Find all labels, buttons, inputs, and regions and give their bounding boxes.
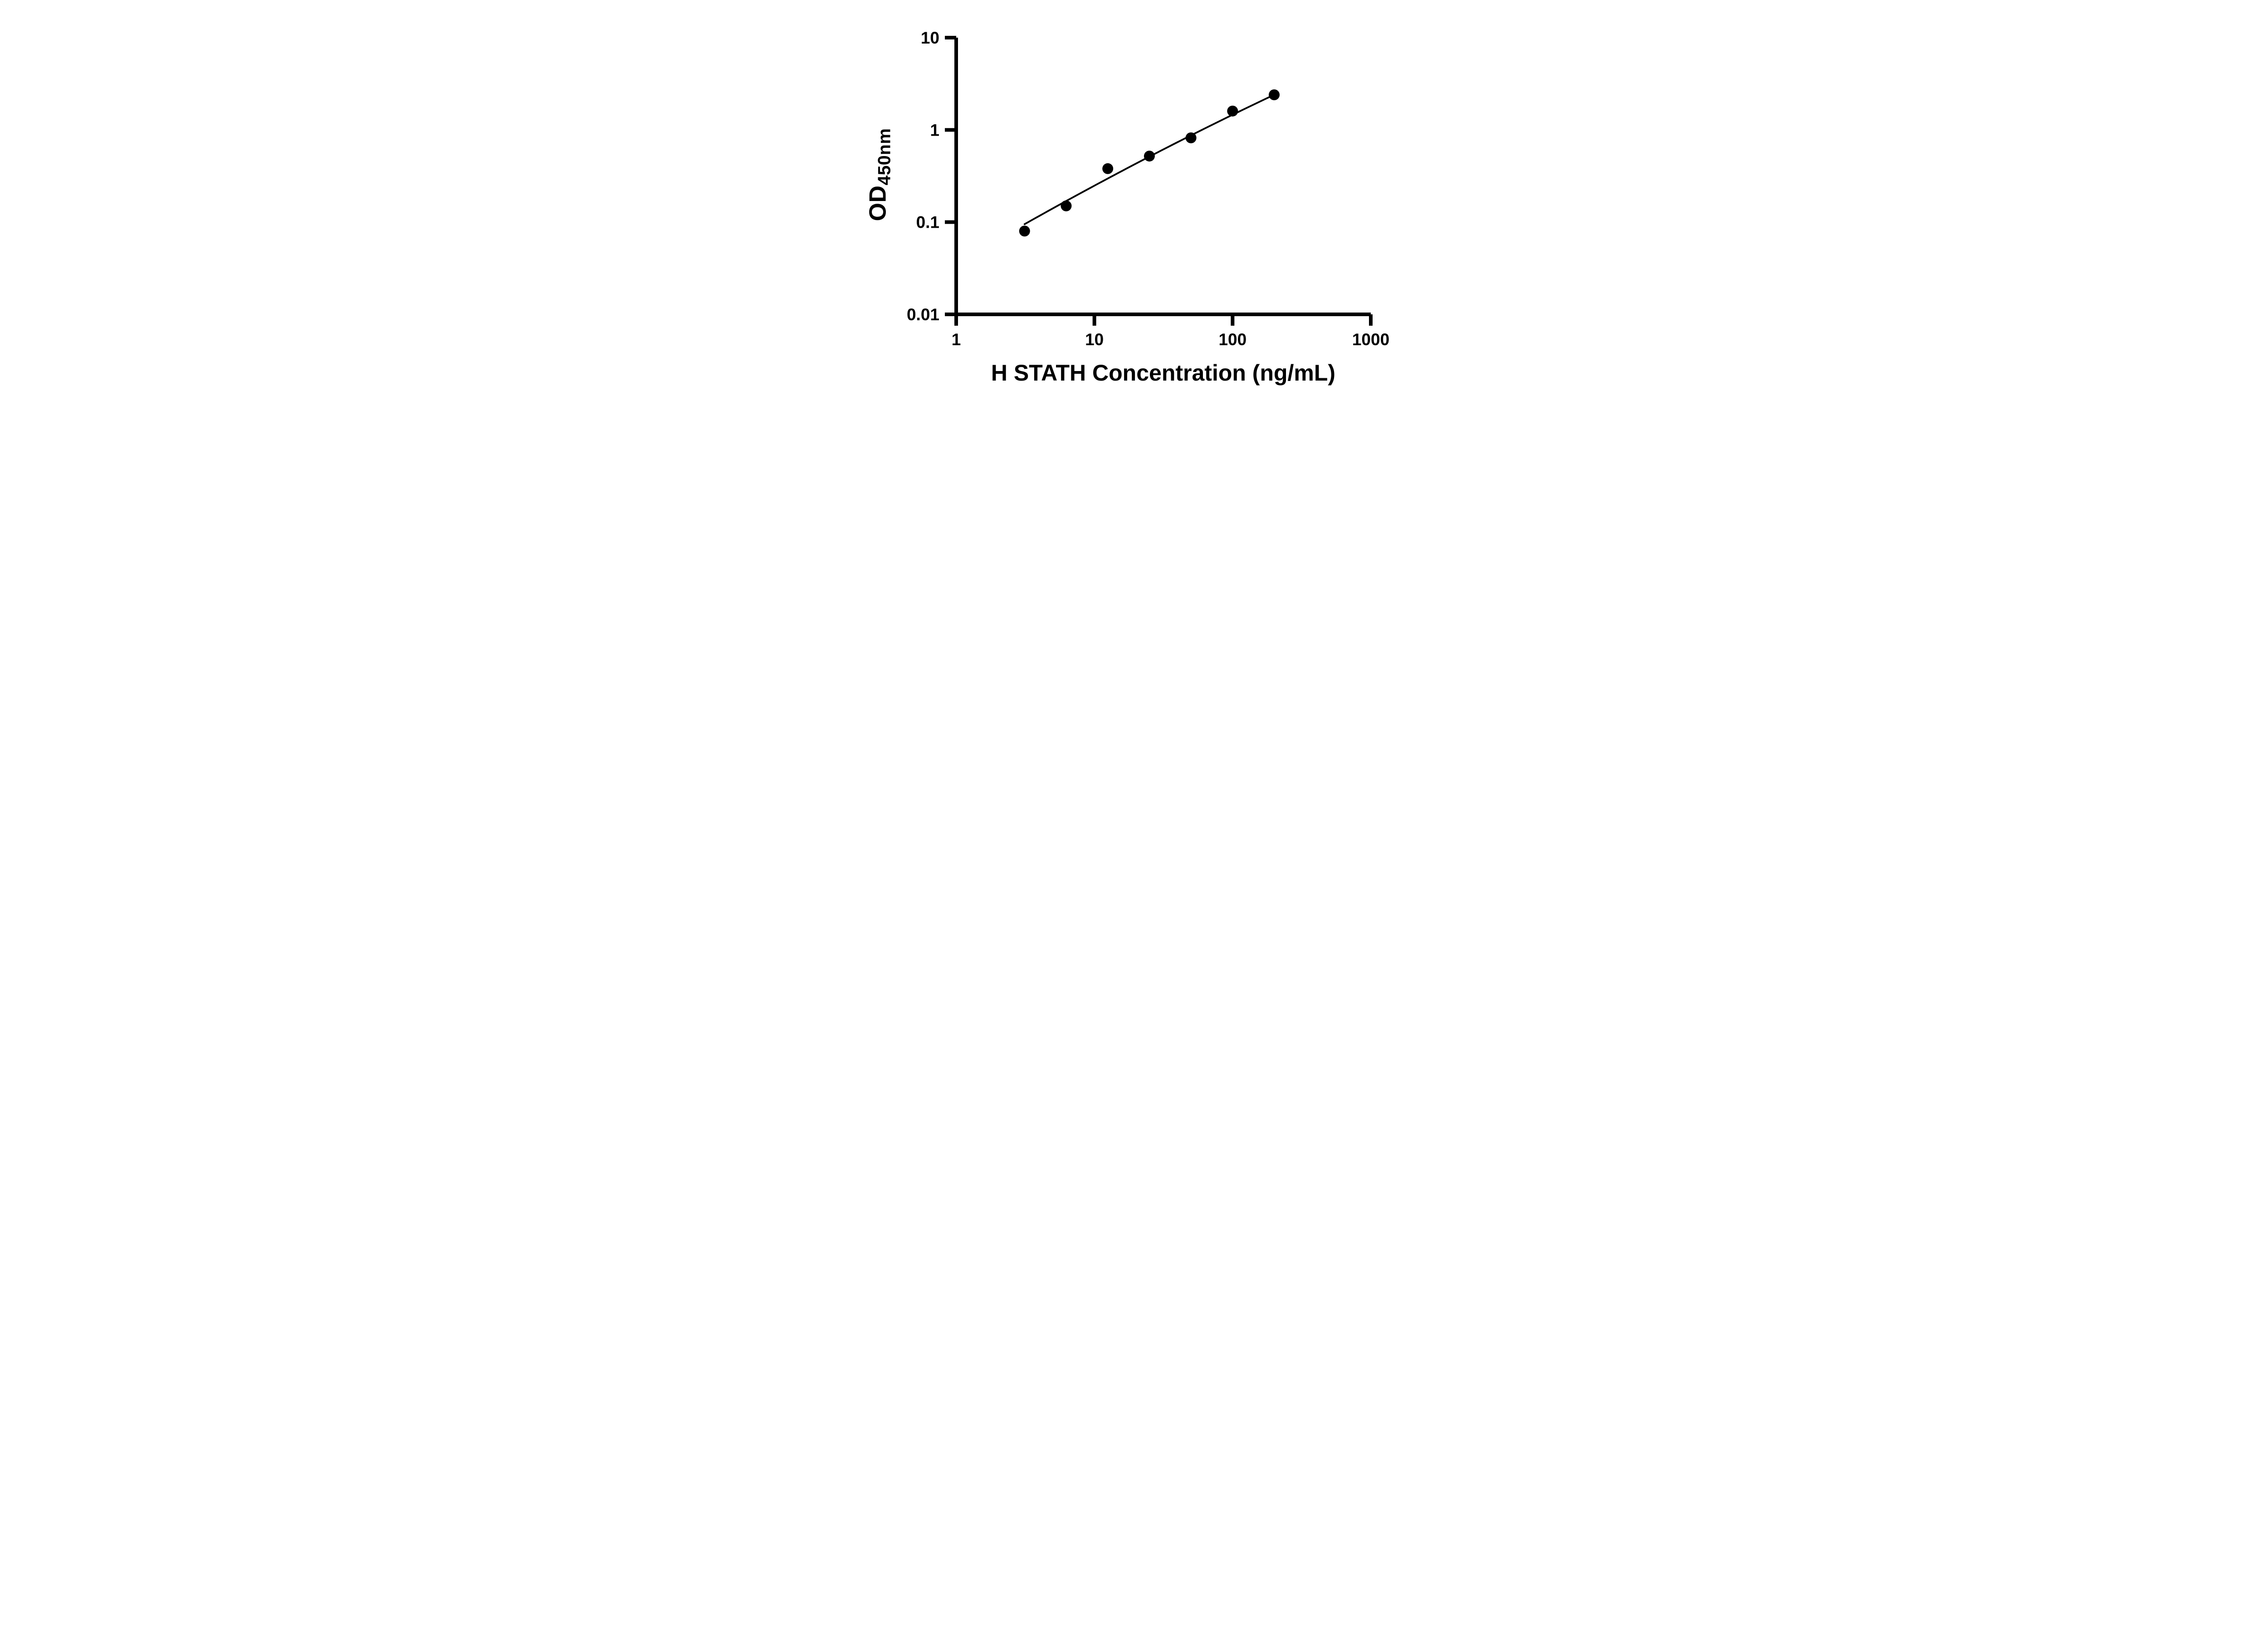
axes <box>954 38 1371 316</box>
data-point <box>1268 89 1280 101</box>
data-point <box>1227 105 1238 117</box>
x-axis-tick-label: 1000 <box>1352 330 1389 349</box>
data-point <box>1185 132 1197 143</box>
x-axis-tick-label: 100 <box>1218 330 1246 349</box>
y-axis-tick-label: 10 <box>920 29 939 47</box>
x-axis-title: H STATH Concentration (ng/mL) <box>991 360 1336 386</box>
elisa-standard-curve-figure: 1 10 100 1000 0.01 0.1 1 10 OD450nm H STATH Con… <box>843 0 1426 408</box>
y-axis-tick-label: 1 <box>930 121 939 139</box>
x-axis-tick-label: 1 <box>951 330 961 349</box>
x-axis-tick-label: 10 <box>1085 330 1104 349</box>
data-point <box>1019 225 1030 237</box>
y-axis-title: OD450nm <box>864 128 894 221</box>
y-axis-title-main: OD <box>865 185 891 221</box>
y-axis-title-subscript: 450nm <box>875 128 894 186</box>
chart-page: 1 10 100 1000 0.01 0.1 1 10 OD450nm H STATH Con… <box>842 0 1426 408</box>
y-axis-tick-label: 0.01 <box>906 305 939 324</box>
data-point <box>1060 200 1071 211</box>
y-axis-tick-label: 0.1 <box>916 213 939 232</box>
data-point <box>1144 151 1155 162</box>
plot-canvas: 1 10 100 1000 0.01 0.1 1 10 <box>906 29 1389 349</box>
data-point <box>1102 163 1113 174</box>
